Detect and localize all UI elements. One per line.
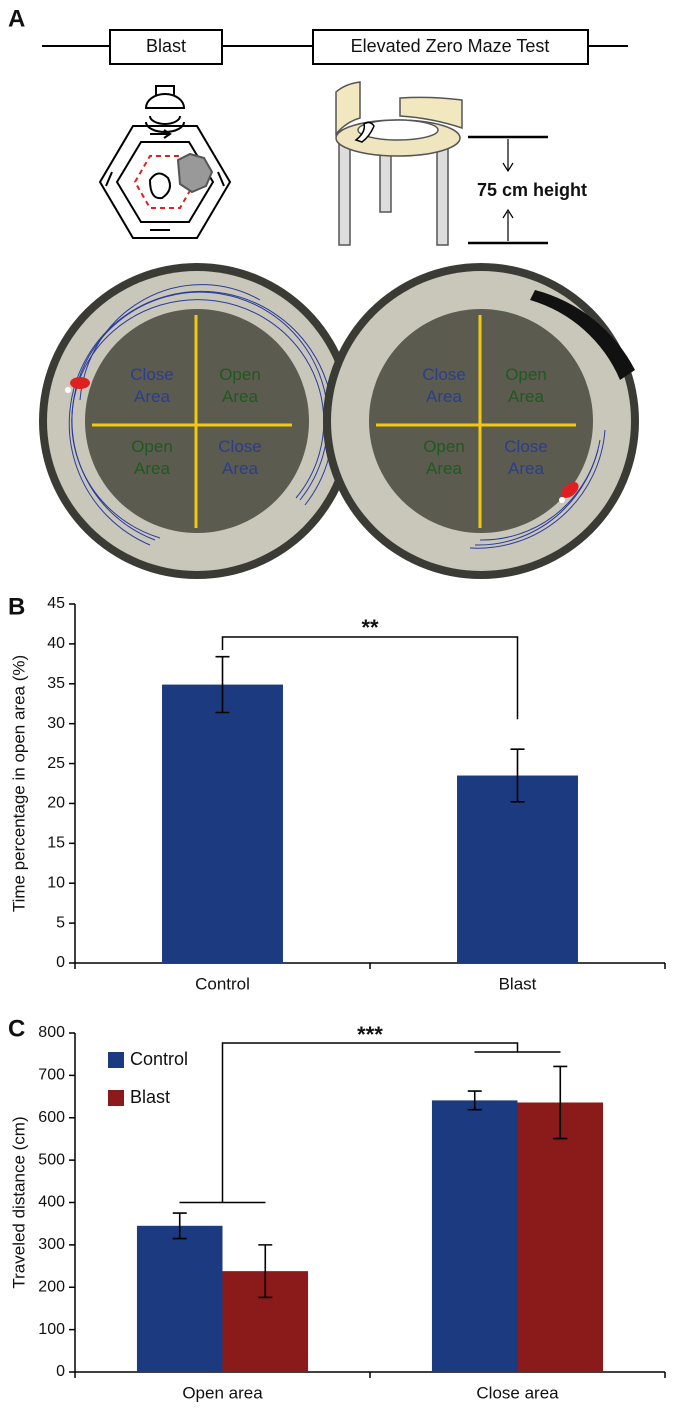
error-bar xyxy=(510,748,525,803)
y-tick-label: 0 xyxy=(56,1363,65,1380)
y-tick-label: 0 xyxy=(56,954,65,971)
legend-swatch xyxy=(108,1052,124,1068)
y-tick-label: 700 xyxy=(38,1067,65,1084)
y-tick-label: 100 xyxy=(38,1321,65,1338)
bar xyxy=(162,684,283,963)
x-tick-label: Blast xyxy=(499,974,537,993)
y-tick-label: 40 xyxy=(47,635,65,652)
timeline-label: Elevated Zero Maze Test xyxy=(351,36,550,56)
blast-device xyxy=(98,85,232,239)
quadrant-label: Open Area xyxy=(505,365,547,406)
error-bar xyxy=(215,655,230,714)
significance-bracket xyxy=(221,636,519,720)
y-axis-label: Time percentage in open area (%) xyxy=(9,655,28,912)
legend-swatch xyxy=(108,1090,124,1106)
height-label: 75 cm height xyxy=(477,180,587,200)
panel-label: A xyxy=(8,5,25,32)
maze-photo xyxy=(323,263,639,579)
legend-label: Control xyxy=(130,1049,188,1069)
timeline-box xyxy=(312,29,589,65)
x-tick-label: Close area xyxy=(476,1383,559,1402)
y-tick-label: 600 xyxy=(38,1109,65,1126)
y-tick-label: 5 xyxy=(56,914,65,931)
panel-label: B xyxy=(8,593,25,620)
y-tick-label: 30 xyxy=(47,715,65,732)
y-tick-label: 200 xyxy=(38,1278,65,1295)
error-bar xyxy=(467,1090,482,1111)
significance-bracket xyxy=(179,1042,561,1204)
height-marker xyxy=(468,135,548,245)
error-bar xyxy=(553,1065,568,1140)
x-tick-label: Open area xyxy=(182,1383,263,1402)
quadrant-label: Close Area xyxy=(218,437,262,478)
y-tick-label: 25 xyxy=(47,755,65,772)
y-tick-label: 500 xyxy=(38,1151,65,1168)
quadrant-label: Close Area xyxy=(422,365,466,406)
error-bar xyxy=(258,1244,273,1299)
bar xyxy=(136,1225,223,1372)
bar xyxy=(431,1100,518,1372)
y-axis-label: Traveled distance (cm) xyxy=(9,1116,28,1288)
significance-label: ** xyxy=(361,615,379,640)
bar xyxy=(457,775,578,963)
y-tick-label: 35 xyxy=(47,675,65,692)
timeline-label: Blast xyxy=(146,36,186,56)
quadrant-label: Open Area xyxy=(219,365,261,406)
y-tick-label: 300 xyxy=(38,1236,65,1253)
y-tick-label: 15 xyxy=(47,835,65,852)
y-tick-label: 20 xyxy=(47,795,65,812)
y-tick-label: 45 xyxy=(47,595,65,612)
error-bar xyxy=(172,1212,187,1240)
y-tick-label: 400 xyxy=(38,1194,65,1211)
y-tick-label: 800 xyxy=(38,1024,65,1041)
quadrant-label: Close Area xyxy=(504,437,548,478)
quadrant-label: Open Area xyxy=(131,437,173,478)
y-tick-label: 10 xyxy=(47,874,65,891)
x-tick-label: Control xyxy=(195,974,250,993)
legend-label: Blast xyxy=(130,1087,170,1107)
timeline-box xyxy=(109,29,223,65)
significance-label: *** xyxy=(357,1022,383,1047)
quadrant-label: Close Area xyxy=(130,365,174,406)
zero-maze-drawing xyxy=(335,81,463,246)
panel-label: C xyxy=(8,1015,25,1042)
maze-photo xyxy=(39,263,355,579)
quadrant-label: Open Area xyxy=(423,437,465,478)
bar xyxy=(517,1102,604,1372)
